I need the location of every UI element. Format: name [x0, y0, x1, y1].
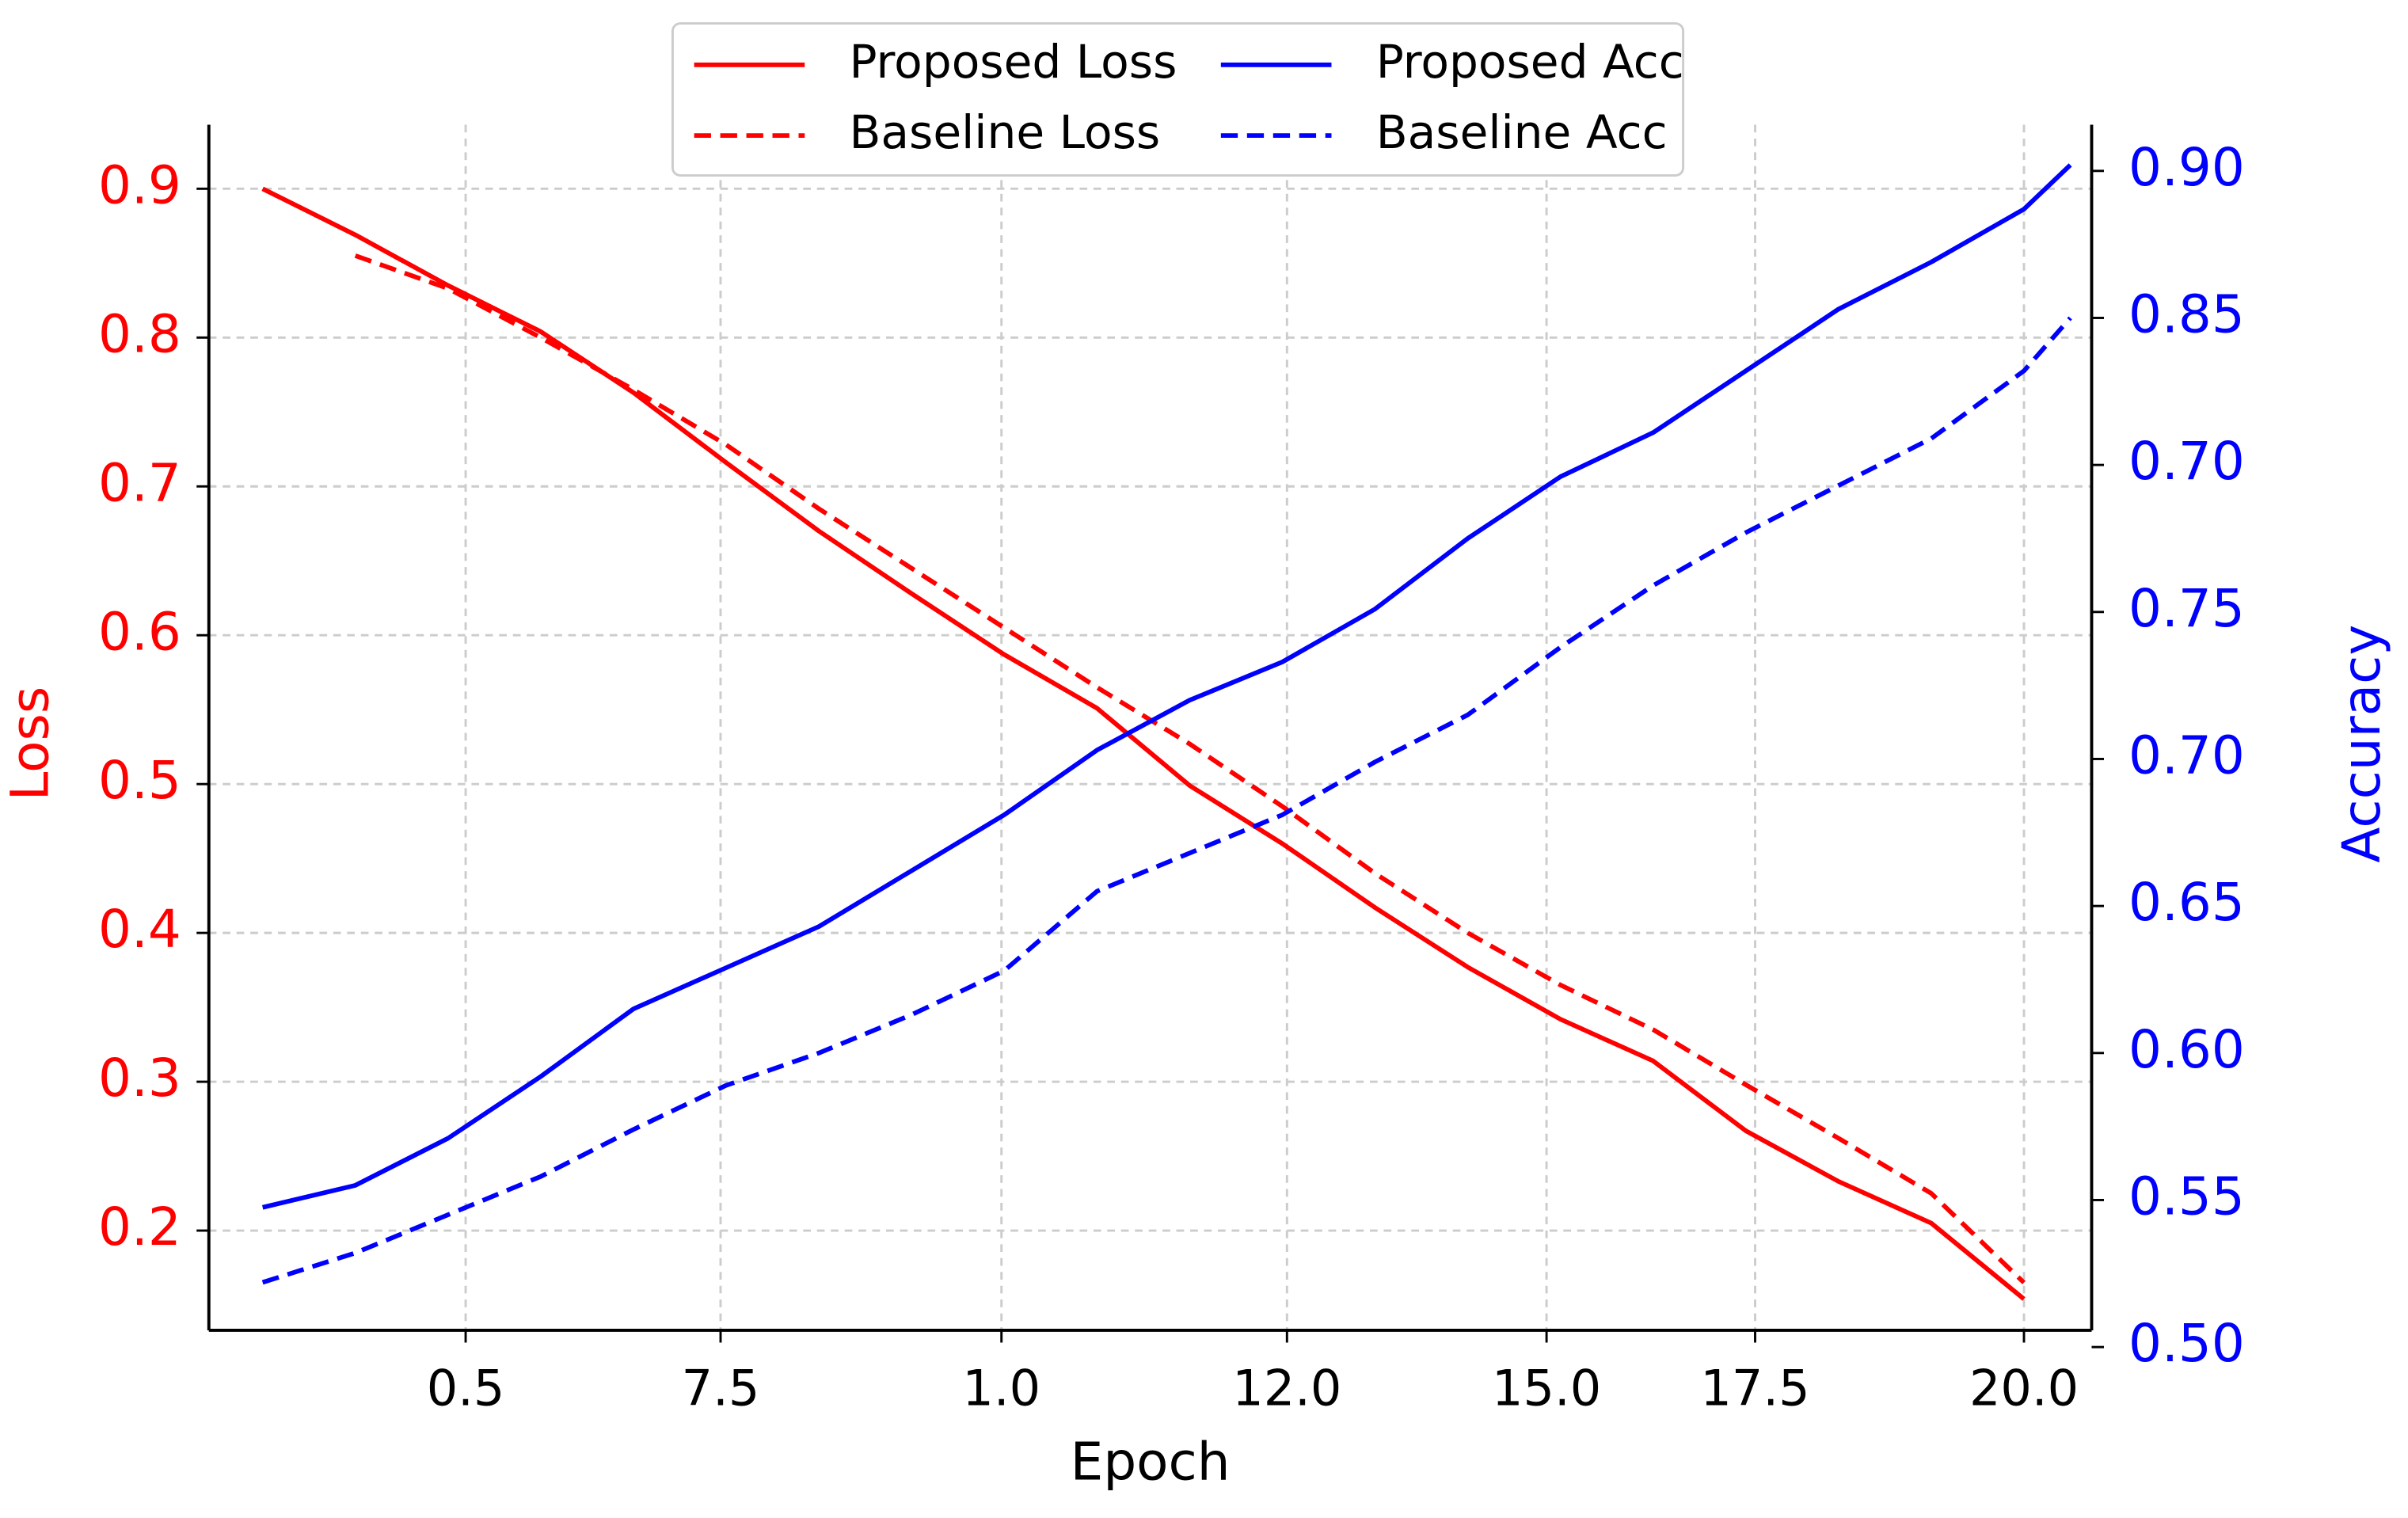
- y2-tick-label: 0.70: [2128, 431, 2245, 492]
- data-line: [354, 253, 2026, 1284]
- y-tick-label: 0.6: [98, 601, 181, 662]
- x-tick-label: 20.0: [1969, 1360, 2079, 1417]
- y2-tick-label: 0.50: [2128, 1313, 2245, 1374]
- legend-box: [671, 22, 1685, 177]
- x-axis-label: Epoch: [1071, 1432, 1231, 1493]
- data-line: [261, 163, 2072, 1210]
- y2-tick-label: 0.55: [2128, 1166, 2245, 1227]
- data-line: [261, 186, 2026, 1301]
- x-tick-label: 0.5: [427, 1360, 505, 1417]
- legend-label: Proposed Loss: [849, 35, 1177, 89]
- y2-tick-label: 0.65: [2128, 872, 2245, 933]
- x-tick-label: 1.0: [962, 1360, 1040, 1417]
- y-tick-label: 0.3: [98, 1048, 181, 1109]
- y-tick-label: 0.4: [98, 899, 181, 960]
- y-tick-label: 0.9: [98, 154, 181, 215]
- legend-label: Baseline Acc: [1376, 105, 1668, 159]
- data-line: [261, 316, 2072, 1285]
- legend-label: Proposed Acc: [1376, 35, 1684, 89]
- x-tick-label: 15.0: [1492, 1360, 1601, 1417]
- y-tick-label: 0.7: [98, 452, 181, 513]
- y2-tick-label: 0.60: [2128, 1019, 2245, 1080]
- x-tick-label: 17.5: [1700, 1360, 1809, 1417]
- x-tick-label: 7.5: [682, 1360, 760, 1417]
- y-tick-label: 0.2: [98, 1197, 181, 1257]
- y2-tick-label: 0.90: [2128, 137, 2245, 198]
- y-axis-label: Loss: [0, 687, 61, 801]
- y2-tick-label: 0.85: [2128, 284, 2245, 345]
- y-tick-label: 0.5: [98, 750, 181, 811]
- y2-axis-label: Accuracy: [2331, 625, 2392, 863]
- y-tick-label: 0.8: [98, 303, 181, 364]
- y2-tick-label: 0.70: [2128, 725, 2245, 786]
- x-tick-label: 12.0: [1232, 1360, 1341, 1417]
- y2-tick-label: 0.75: [2128, 578, 2245, 639]
- legend-label: Baseline Loss: [849, 105, 1160, 159]
